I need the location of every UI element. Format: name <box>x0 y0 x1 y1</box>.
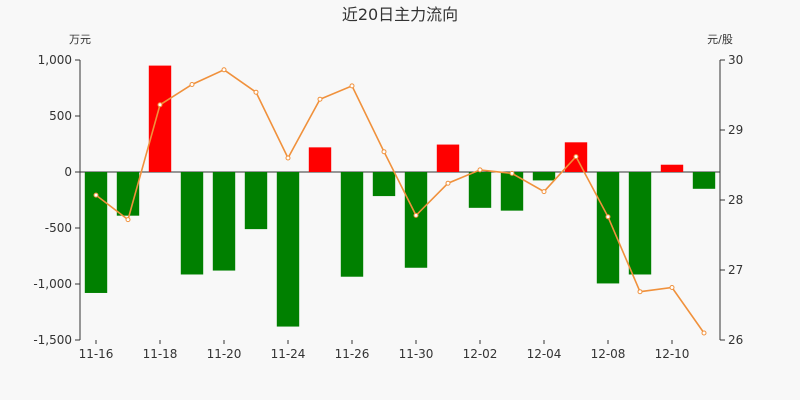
price-point <box>157 102 163 108</box>
right-axis-unit: 元/股 <box>707 33 733 46</box>
right-tick-label: 26 <box>728 333 743 347</box>
x-tick-label: 11-16 <box>79 347 114 361</box>
price-point <box>221 67 227 73</box>
left-tick-label: -1,000 <box>33 277 72 291</box>
price-point <box>701 330 707 336</box>
flow-bar <box>308 147 332 172</box>
price-line-series <box>93 67 707 336</box>
flow-bar <box>244 172 268 230</box>
price-point <box>669 285 675 290</box>
x-tick-label: 11-24 <box>271 347 306 361</box>
flow-bar <box>116 172 140 216</box>
flow-bar <box>180 172 204 275</box>
right-tick-label: 27 <box>728 263 743 277</box>
flow-bar <box>628 172 652 275</box>
price-point <box>125 217 131 223</box>
flow-bar <box>596 172 620 284</box>
flow-bar <box>340 172 364 277</box>
flow-bar <box>660 164 684 172</box>
price-point <box>381 149 387 155</box>
price-point <box>253 89 259 95</box>
x-tick-label: 12-02 <box>463 347 498 361</box>
price-point <box>413 212 419 218</box>
left-tick-label: 500 <box>49 109 72 123</box>
chart-title: 近20日主力流向 <box>342 5 458 24</box>
left-tick-label: -1,500 <box>33 333 72 347</box>
x-tick-label: 11-30 <box>399 347 434 361</box>
left-tick-label: 0 <box>64 165 72 179</box>
price-point <box>573 154 579 160</box>
left-tick-label: 1,000 <box>38 53 72 67</box>
x-tick-label: 12-10 <box>655 347 690 361</box>
right-tick-label: 28 <box>728 193 743 207</box>
flow-bar <box>212 172 236 271</box>
flow-bar <box>436 144 460 172</box>
price-point <box>93 192 99 198</box>
left-axis-unit: 万元 <box>69 33 91 46</box>
flow-bar <box>276 172 300 327</box>
flow-bar <box>468 172 492 208</box>
price-point <box>189 82 195 87</box>
price-point <box>317 96 323 102</box>
x-tick-label: 12-08 <box>591 347 626 361</box>
price-point <box>477 167 483 173</box>
price-point <box>605 214 611 220</box>
flow-bar <box>692 172 716 189</box>
flow-bar <box>532 172 556 181</box>
flow-bar <box>372 172 396 197</box>
price-point <box>541 189 547 195</box>
x-tick-label: 11-26 <box>335 347 370 361</box>
price-point <box>349 83 355 89</box>
right-tick-label: 30 <box>728 53 743 67</box>
x-tick-label: 11-20 <box>207 347 242 361</box>
price-point <box>509 170 515 176</box>
flow-bar <box>84 172 108 293</box>
price-line <box>95 68 705 334</box>
price-point <box>637 289 643 295</box>
x-tick-label: 12-04 <box>527 347 562 361</box>
right-tick-label: 29 <box>728 123 743 137</box>
flow-bar <box>404 172 428 268</box>
price-point <box>445 180 451 186</box>
flow-bar <box>500 172 524 211</box>
flow-bar <box>148 65 172 172</box>
left-tick-label: -500 <box>45 221 72 235</box>
x-axis-ticks: 11-16 11-18 11-20 11-24 11-26 11-30 12-02 12-04… <box>79 340 690 361</box>
x-tick-label: 11-18 <box>143 347 178 361</box>
bar-series <box>84 65 716 327</box>
price-point <box>285 155 291 161</box>
